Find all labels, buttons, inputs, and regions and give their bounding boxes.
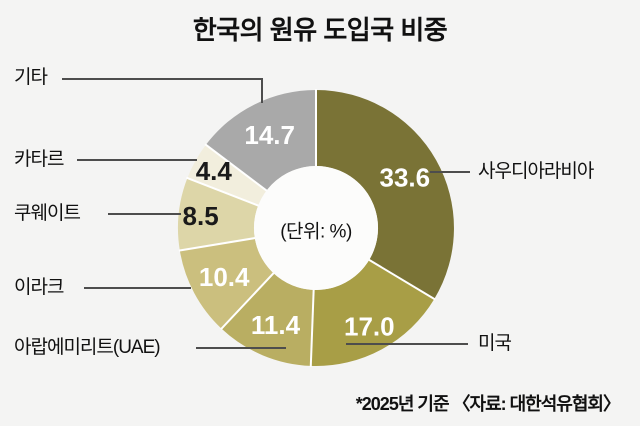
callout-label-iraq: 이라크	[14, 277, 64, 298]
leader-line-6	[62, 78, 263, 103]
donut-segment-5	[187, 144, 267, 206]
source-footnote: *2025년 기준 〈자료: 대한석유협회〉	[355, 394, 621, 414]
donut-segment-3	[179, 238, 274, 329]
segment-separator-5	[186, 176, 260, 207]
donut-segment-0	[316, 90, 454, 299]
segment-separator-4	[178, 236, 256, 252]
callout-label-qatar: 카타르	[14, 149, 64, 170]
segment-separator-6	[204, 143, 268, 193]
callout-label-saudi-arabia: 사우디아라비아	[478, 161, 594, 182]
segment-separator-3	[220, 271, 275, 331]
segment-value-label-3: 10.4	[199, 262, 250, 292]
donut-segment-4	[177, 178, 259, 251]
segment-value-label-1: 17.0	[344, 312, 395, 342]
callout-label-others: 기타	[14, 67, 48, 88]
segment-value-label-6: 14.7	[244, 120, 295, 150]
donut-segment-1	[310, 259, 435, 366]
callout-label-usa: 미국	[478, 333, 512, 354]
segment-separator-1	[367, 258, 436, 301]
unit-label: (단위: %)	[280, 221, 352, 243]
donut-segment-2	[221, 273, 314, 366]
callout-label-kuwait: 쿠웨이트	[14, 203, 81, 224]
segment-value-label-2: 11.4	[251, 310, 301, 340]
segment-value-label-4: 8.5	[183, 201, 219, 231]
chart-title: 한국의 원유 도입국 비중	[192, 15, 448, 45]
callout-label-uae: 아랍에미리트(UAE)	[14, 337, 161, 358]
donut-inner-circle	[254, 166, 378, 290]
segment-value-label-5: 4.4	[196, 156, 233, 186]
segment-separator-2	[309, 288, 315, 367]
segment-value-label-0: 33.6	[379, 163, 430, 193]
